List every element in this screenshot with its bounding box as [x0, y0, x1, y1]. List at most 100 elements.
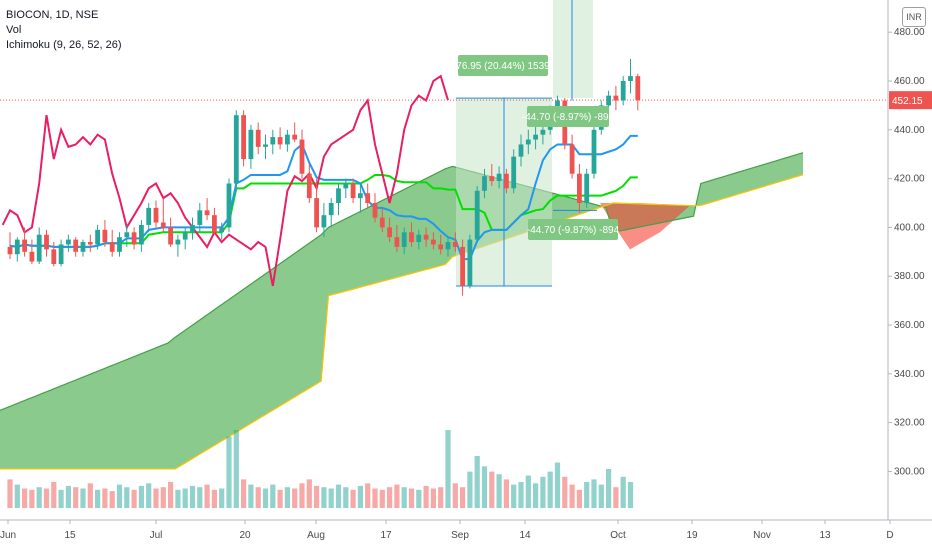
measure-labels[interactable]: 76.95 (20.44%) 1539 -44.70 (-8.97%) -894 -…	[456, 55, 620, 240]
candle[interactable]	[394, 224, 400, 252]
symbol-title[interactable]: BIOCON, 1D, NSE	[6, 9, 99, 21]
candle[interactable]	[131, 227, 137, 250]
volume-bar	[569, 484, 575, 508]
candle[interactable]	[511, 149, 517, 194]
candle[interactable]	[117, 232, 122, 257]
candle[interactable]	[343, 178, 349, 199]
candle[interactable]	[306, 163, 312, 203]
candle[interactable]	[58, 239, 64, 267]
candle[interactable]	[489, 163, 495, 186]
candle[interactable]	[7, 232, 13, 260]
candle[interactable]	[474, 185, 480, 243]
volume-bar	[525, 475, 531, 508]
candle[interactable]	[182, 227, 188, 250]
currency-badge[interactable]: INR	[902, 7, 926, 27]
candle[interactable]	[292, 122, 298, 142]
candle[interactable]	[577, 163, 582, 213]
candle[interactable]	[438, 234, 444, 255]
candle[interactable]	[233, 110, 239, 191]
candle[interactable]	[36, 227, 42, 264]
candle[interactable]	[285, 129, 290, 152]
candle[interactable]	[635, 73, 641, 111]
candle[interactable]	[160, 198, 166, 233]
candle[interactable]	[219, 222, 225, 240]
candle[interactable]	[190, 217, 195, 240]
candle[interactable]	[321, 203, 327, 238]
ichimoku-legend[interactable]: Ichimoku (9, 26, 52, 26)	[6, 39, 122, 51]
candle[interactable]	[66, 234, 71, 252]
candle[interactable]	[372, 193, 378, 223]
candle[interactable]	[328, 198, 334, 228]
candle-body	[241, 115, 246, 160]
candle[interactable]	[482, 168, 487, 199]
candle[interactable]	[467, 234, 473, 289]
candle[interactable]	[95, 224, 100, 250]
price-axis[interactable]: 300.00 320.00 340.00 360.00 380.00 400.00 420.…	[887, 0, 932, 550]
volume-legend[interactable]: Vol	[6, 24, 22, 36]
candle[interactable]	[248, 124, 254, 169]
candle[interactable]	[270, 129, 276, 155]
candle[interactable]	[168, 217, 173, 247]
candle[interactable]	[525, 129, 531, 155]
candle[interactable]	[204, 198, 210, 221]
candle[interactable]	[153, 200, 159, 228]
candle[interactable]	[584, 168, 590, 208]
candle[interactable]	[14, 237, 20, 262]
candle[interactable]	[299, 129, 305, 179]
volume-bar	[343, 487, 349, 508]
candle[interactable]	[241, 110, 246, 167]
volume-bar	[131, 489, 137, 508]
candle[interactable]	[350, 178, 356, 203]
volume-bar	[299, 483, 305, 508]
candle[interactable]	[73, 237, 79, 257]
candle[interactable]	[51, 242, 57, 267]
candle-body	[474, 190, 480, 240]
candle[interactable]	[365, 183, 371, 208]
candle[interactable]	[255, 122, 261, 155]
candle[interactable]	[620, 76, 626, 106]
candle[interactable]	[533, 124, 538, 150]
candle[interactable]	[146, 203, 152, 233]
candle[interactable]	[197, 203, 203, 233]
candle[interactable]	[44, 229, 49, 257]
candle[interactable]	[29, 239, 35, 264]
time-axis[interactable]: Jun 15 Jul 20 Aug 17 Sep 14 Oct 19 Nov 13 D	[0, 519, 932, 541]
candle[interactable]	[336, 183, 341, 216]
candle[interactable]	[175, 234, 181, 257]
candle[interactable]	[22, 227, 27, 257]
candle[interactable]	[409, 222, 414, 247]
candle[interactable]	[80, 239, 86, 257]
candle[interactable]	[452, 232, 458, 252]
candle-body	[95, 229, 100, 245]
candle[interactable]	[277, 127, 283, 150]
candle[interactable]	[109, 229, 115, 257]
candle[interactable]	[379, 207, 385, 233]
candle[interactable]	[416, 229, 422, 250]
candle[interactable]	[504, 168, 509, 194]
candle[interactable]	[124, 224, 130, 247]
candle[interactable]	[518, 134, 524, 167]
candle[interactable]	[591, 124, 597, 179]
candle[interactable]	[139, 220, 144, 252]
volume-bar	[306, 479, 312, 508]
volume-bar	[613, 487, 619, 508]
candle[interactable]	[401, 227, 407, 255]
candle[interactable]	[102, 220, 108, 247]
candle[interactable]	[496, 166, 502, 189]
candle[interactable]	[569, 134, 575, 179]
candle[interactable]	[613, 85, 619, 111]
candle[interactable]	[263, 134, 268, 160]
candle[interactable]	[212, 207, 217, 235]
candle[interactable]	[87, 234, 93, 252]
candle-body	[168, 227, 173, 245]
candle[interactable]	[423, 227, 429, 247]
candle[interactable]	[628, 59, 633, 94]
candle[interactable]	[460, 239, 465, 296]
candle[interactable]	[387, 217, 392, 243]
candle[interactable]	[226, 178, 232, 233]
candle[interactable]	[445, 237, 451, 257]
candle[interactable]	[358, 183, 363, 213]
candle[interactable]	[314, 178, 319, 233]
candle[interactable]	[431, 232, 436, 250]
